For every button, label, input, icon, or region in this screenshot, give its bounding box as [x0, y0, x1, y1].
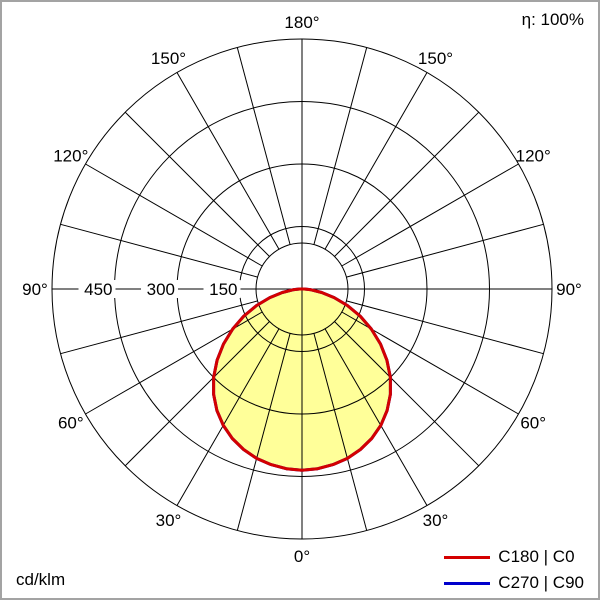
- c0-line-swatch: [444, 555, 491, 559]
- grid-spoke: [124, 111, 270, 257]
- grid-spoke: [346, 300, 544, 355]
- grid-spoke: [176, 72, 280, 250]
- c90-line-swatch: [444, 581, 491, 585]
- grid-spoke: [124, 321, 270, 467]
- c0-curve: [212, 287, 392, 472]
- angle-tick-label: 180°: [284, 13, 319, 32]
- radial-tick-label: 450: [84, 280, 112, 299]
- radial-tick-label-bg: [141, 280, 178, 298]
- angle-tick-label: 0°: [294, 547, 310, 566]
- legend-label-c90: C270 | C90: [498, 573, 584, 592]
- angle-tick-label: 90°: [22, 280, 48, 299]
- grid-spoke: [334, 111, 480, 257]
- grid-spoke: [341, 163, 519, 267]
- radial-tick-label: 150: [209, 280, 237, 299]
- angle-tick-label: 60°: [520, 414, 546, 433]
- grid-spoke: [334, 321, 480, 467]
- grid-spoke: [236, 333, 291, 531]
- legend-label-c0: C180 | C0: [498, 547, 575, 566]
- angle-tick-label: 60°: [58, 414, 84, 433]
- legend-item-c0: C180 | C0: [444, 546, 584, 568]
- efficiency-label: η: 100%: [521, 10, 584, 29]
- angle-tick-label: 120°: [53, 147, 88, 166]
- grid-spoke: [236, 47, 291, 245]
- grid-spoke: [60, 223, 258, 278]
- radial-tick-label-bg: [78, 280, 116, 298]
- grid-spoke: [313, 333, 368, 531]
- radial-tick-label-bg: [203, 280, 241, 298]
- angle-tick-label: 120°: [516, 147, 551, 166]
- grid-spoke: [176, 328, 280, 506]
- grid-spoke: [324, 72, 428, 250]
- grid-spoke: [85, 163, 263, 267]
- unit-label: cd/klm: [16, 570, 66, 589]
- legend-item-c90: C270 | C90: [444, 572, 584, 594]
- angle-tick-label: 30°: [423, 511, 449, 530]
- radial-tick-label: 300: [147, 280, 175, 299]
- angle-tick-label: 150°: [151, 49, 186, 68]
- grid-spoke: [346, 223, 544, 278]
- angle-tick-label: 150°: [418, 49, 453, 68]
- grid-spoke: [60, 300, 258, 355]
- legend: C180 | C0 C270 | C90: [444, 546, 584, 594]
- angle-tick-label: 30°: [156, 511, 182, 530]
- grid-spoke: [324, 328, 428, 506]
- grid-spoke: [313, 47, 368, 245]
- angle-tick-label: 90°: [556, 280, 582, 299]
